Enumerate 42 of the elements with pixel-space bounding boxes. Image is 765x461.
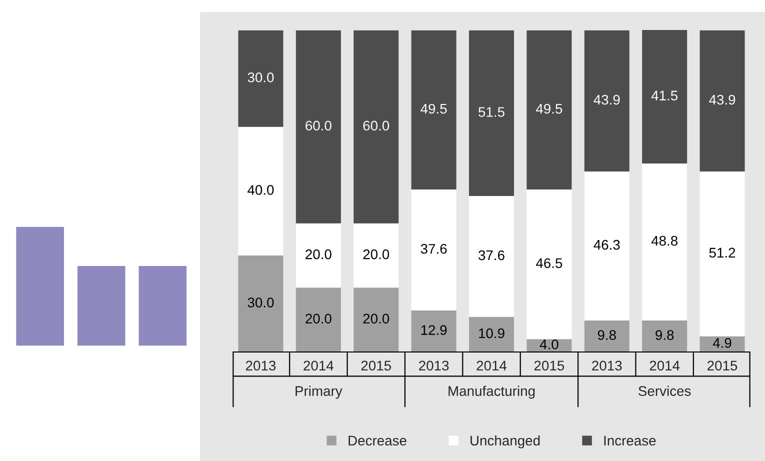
text: Primary [296, 386, 342, 399]
data-label: 43.9 [709, 94, 736, 105]
data-label: 46.5 [536, 258, 562, 268]
x-tick-label: 2013 [246, 360, 276, 371]
data-label: 43.9 [594, 94, 620, 105]
data-label: 51.2 [709, 248, 736, 258]
x-tick-label: 2013 [419, 360, 449, 371]
data-label: 46.3 [594, 240, 620, 250]
text: Manufacturing [448, 386, 535, 399]
data-label: 4.9 [712, 338, 732, 348]
x-tick-label: 2014 [476, 360, 507, 371]
text: Services [638, 386, 691, 396]
data-label: 20.0 [306, 249, 332, 260]
data-label: 30.0 [248, 298, 274, 308]
data-label: 40.0 [248, 185, 274, 195]
data-label: 49.5 [536, 104, 562, 114]
data-label: 37.6 [478, 250, 504, 260]
data-label: 20.0 [306, 314, 332, 324]
data-label: 9.8 [598, 330, 616, 340]
x-tick-label: 2014 [304, 360, 334, 371]
x-tick-label: 2015 [361, 360, 391, 371]
data-label: 48.8 [651, 236, 678, 246]
legend-label: Unchanged [470, 435, 540, 448]
data-label: 51.5 [478, 107, 504, 117]
data-label: 20.0 [363, 314, 390, 324]
data-label: 9.8 [656, 330, 674, 340]
legend-label: Increase [604, 436, 656, 446]
data-label: 4.0 [540, 339, 558, 350]
data-label: 49.5 [420, 104, 447, 114]
x-tick-label: 2013 [592, 360, 622, 371]
data-label: 20.0 [363, 249, 390, 260]
x-tick-label: 2014 [650, 360, 680, 371]
data-label: 30.0 [248, 72, 274, 82]
data-label: 12.9 [421, 325, 447, 335]
data-label: 60.0 [306, 120, 332, 131]
x-tick-label: 2015 [534, 360, 564, 371]
data-label: 41.5 [651, 90, 678, 100]
x-tick-label: 2015 [708, 360, 738, 371]
data-label: 60.0 [363, 120, 390, 131]
legend-label: Decrease [348, 436, 406, 446]
data-label: 10.9 [479, 328, 504, 338]
data-label: 37.6 [420, 244, 447, 254]
